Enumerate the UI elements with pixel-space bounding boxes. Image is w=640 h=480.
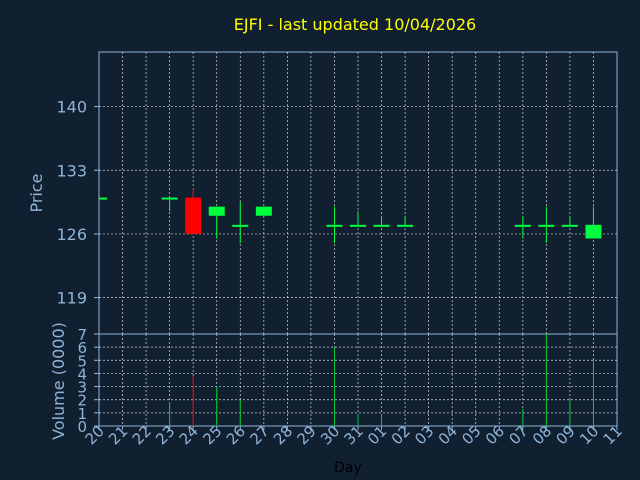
volume-y-tick-label: 2 [77, 392, 87, 410]
volume-y-tick-label: 7 [77, 326, 87, 344]
x-axis-label: Day [334, 460, 362, 476]
candle-body [99, 197, 107, 200]
volume-panel: 0123456720212223242526272829303101020304… [77, 326, 625, 448]
volume-y-tick-label: 1 [77, 405, 87, 423]
candle-body [326, 224, 343, 227]
price-y-tick-label: 133 [56, 161, 87, 180]
candle-body [232, 224, 249, 227]
volume-y-tick-label: 5 [77, 352, 87, 370]
candle-body [538, 224, 555, 227]
price-y-tick-label: 126 [56, 225, 87, 244]
price-y-tick-label: 119 [56, 289, 87, 308]
candle-body [561, 224, 578, 227]
candle-body [208, 206, 225, 216]
chart-title: EJFI - last updated 10/04/2026 [234, 15, 476, 34]
volume-y-axis-label: Volume (0000) [49, 322, 68, 440]
candle-body [585, 224, 602, 239]
candle-body [255, 206, 272, 216]
candle-body [397, 224, 414, 227]
volume-y-tick-label: 6 [77, 339, 87, 357]
volume-y-tick-label: 4 [77, 365, 87, 383]
price-panel: 119 126 133 140 [56, 51, 618, 335]
candle-body [185, 197, 202, 234]
volume-y-tick-label: 0 [77, 418, 87, 436]
candle-body [514, 224, 531, 227]
price-y-axis-label: Price [27, 173, 46, 212]
candle-body [350, 224, 366, 227]
candle-body [373, 224, 390, 227]
candle-body [161, 197, 178, 200]
price-y-tick-label: 140 [56, 98, 87, 117]
volume-y-tick-label: 3 [77, 379, 87, 397]
